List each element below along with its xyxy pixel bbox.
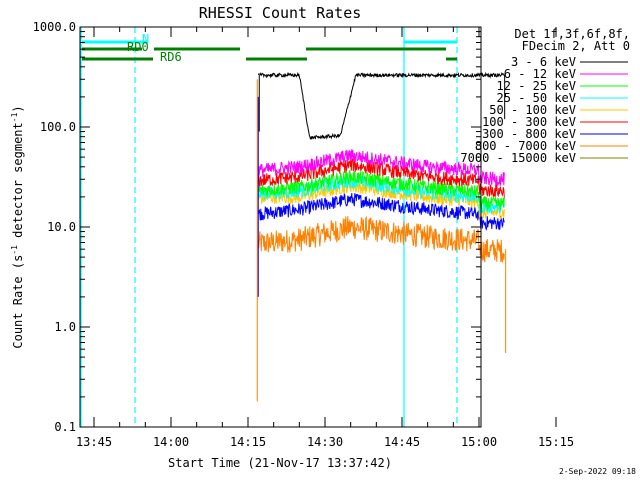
flag-label-rd6: RD6 [160,50,182,64]
legend-header: FDecim 2, Att 0 [522,39,630,53]
y-tick-label: 1000.0 [33,20,76,34]
x-tick-label: 15:15 [538,435,574,449]
y-axis-label-part: detector segment [11,122,25,245]
x-tick-label: 14:00 [153,435,189,449]
legend-header: Det 1f,3f,6f,8f, [514,27,630,41]
legend-label: 300 - 800 keV [482,127,576,141]
y-axis-label-part: Count Rate (s [11,255,25,349]
x-tick-label: 14:15 [230,435,266,449]
flag-label-n: N [142,32,149,46]
y-tick-label: 100.0 [40,120,76,134]
y-axis-label: Count Rate (s-1 detector segment-1) [10,105,25,348]
series-line-6 [257,191,505,231]
legend-label: 6 - 12 keV [504,67,576,81]
x-tick-label: 13:45 [76,435,112,449]
series-line-2 [257,169,505,211]
x-tick-label: 15:00 [461,435,497,449]
x-tick-label: 14:30 [307,435,343,449]
x-axis-label: Start Time (21-Nov-17 13:37:42) [168,456,392,470]
y-tick-label: 0.1 [54,420,76,434]
y-axis-label-part: -1 [10,245,19,255]
legend-label: 3 - 6 keV [511,55,576,69]
legend-label: 50 - 100 keV [489,103,576,117]
flag-label-rd0: RD0 [127,40,149,54]
x-tick-label: 14:45 [384,435,420,449]
y-axis-label-part: ) [11,105,25,112]
series-line-1 [257,149,505,186]
legend-label: 25 - 50 keV [497,91,576,105]
chart-title: RHESSI Count Rates [199,4,362,22]
series-line-0 [257,71,505,141]
y-axis-label-part: -1 [10,112,19,122]
legend-label: 100 - 300 keV [482,115,576,129]
legend-label: 7000 - 15000 keV [460,151,576,165]
y-tick-label: 10.0 [47,220,76,234]
series-line-5 [257,158,505,198]
footer-timestamp: 2-Sep-2022 09:18 [559,467,636,476]
series-line-7 [257,215,505,263]
y-tick-label: 1.0 [54,320,76,334]
legend-label: 800 - 7000 keV [475,139,576,153]
legend-label: 12 - 25 keV [497,79,576,93]
